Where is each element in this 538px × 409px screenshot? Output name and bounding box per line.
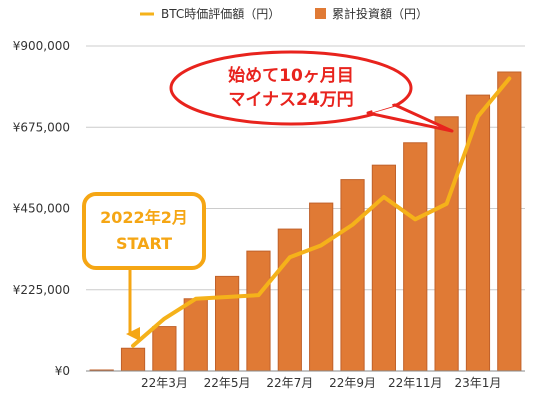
x-tick-label: 22年11月: [388, 376, 443, 390]
start-annotation: 2022年2月 START: [82, 192, 206, 341]
bar: [183, 298, 208, 372]
start-line-1: 2022年2月: [100, 208, 188, 227]
x-tick-label: 22年7月: [266, 376, 313, 390]
bar: [434, 116, 459, 372]
bar: [309, 202, 334, 372]
btc-line-layer: [131, 76, 512, 348]
y-tick-label: ¥225,000: [13, 283, 70, 297]
callout-line-1: 始めて10ヶ月目: [228, 65, 354, 86]
bar: [340, 179, 365, 372]
btc-line: [131, 76, 512, 348]
bar: [120, 347, 146, 372]
callout-tail-cover: [371, 101, 393, 113]
bar: [215, 275, 240, 372]
bar: [497, 71, 522, 372]
bar: [277, 228, 302, 372]
y-tick-label: ¥450,000: [13, 202, 70, 216]
legend: BTC時価評価額（円） 累計投資額（円）: [140, 6, 428, 21]
y-tick-label: ¥0: [55, 364, 70, 378]
start-line-2: START: [116, 234, 172, 253]
x-tick-label: 22年9月: [329, 376, 376, 390]
y-axis: ¥0 ¥225,000 ¥450,000 ¥675,000 ¥900,000: [13, 39, 70, 378]
x-tick-label: 22年5月: [204, 376, 251, 390]
x-axis: 22年3月 22年5月 22年7月 22年9月 22年11月 23年1月: [86, 370, 525, 390]
y-tick-label: ¥900,000: [13, 39, 70, 53]
bar: [403, 142, 428, 372]
legend-line-label: BTC時価評価額（円）: [161, 6, 280, 21]
callout-bubble: [169, 50, 413, 126]
callout-annotation: 始めて10ヶ月目 マイナス24万円: [169, 50, 454, 133]
bar: [246, 250, 271, 372]
start-box-frame: [82, 192, 206, 270]
x-tick-label: 22年3月: [141, 376, 188, 390]
callout-line-2: マイナス24万円: [228, 90, 353, 110]
legend-bar-label: 累計投資額（円）: [332, 6, 428, 21]
bars: [89, 71, 522, 372]
y-tick-label: ¥675,000: [13, 120, 70, 134]
bar: [152, 326, 177, 372]
x-tick-label: 23年1月: [455, 376, 502, 390]
legend-bar-swatch: [315, 8, 326, 19]
